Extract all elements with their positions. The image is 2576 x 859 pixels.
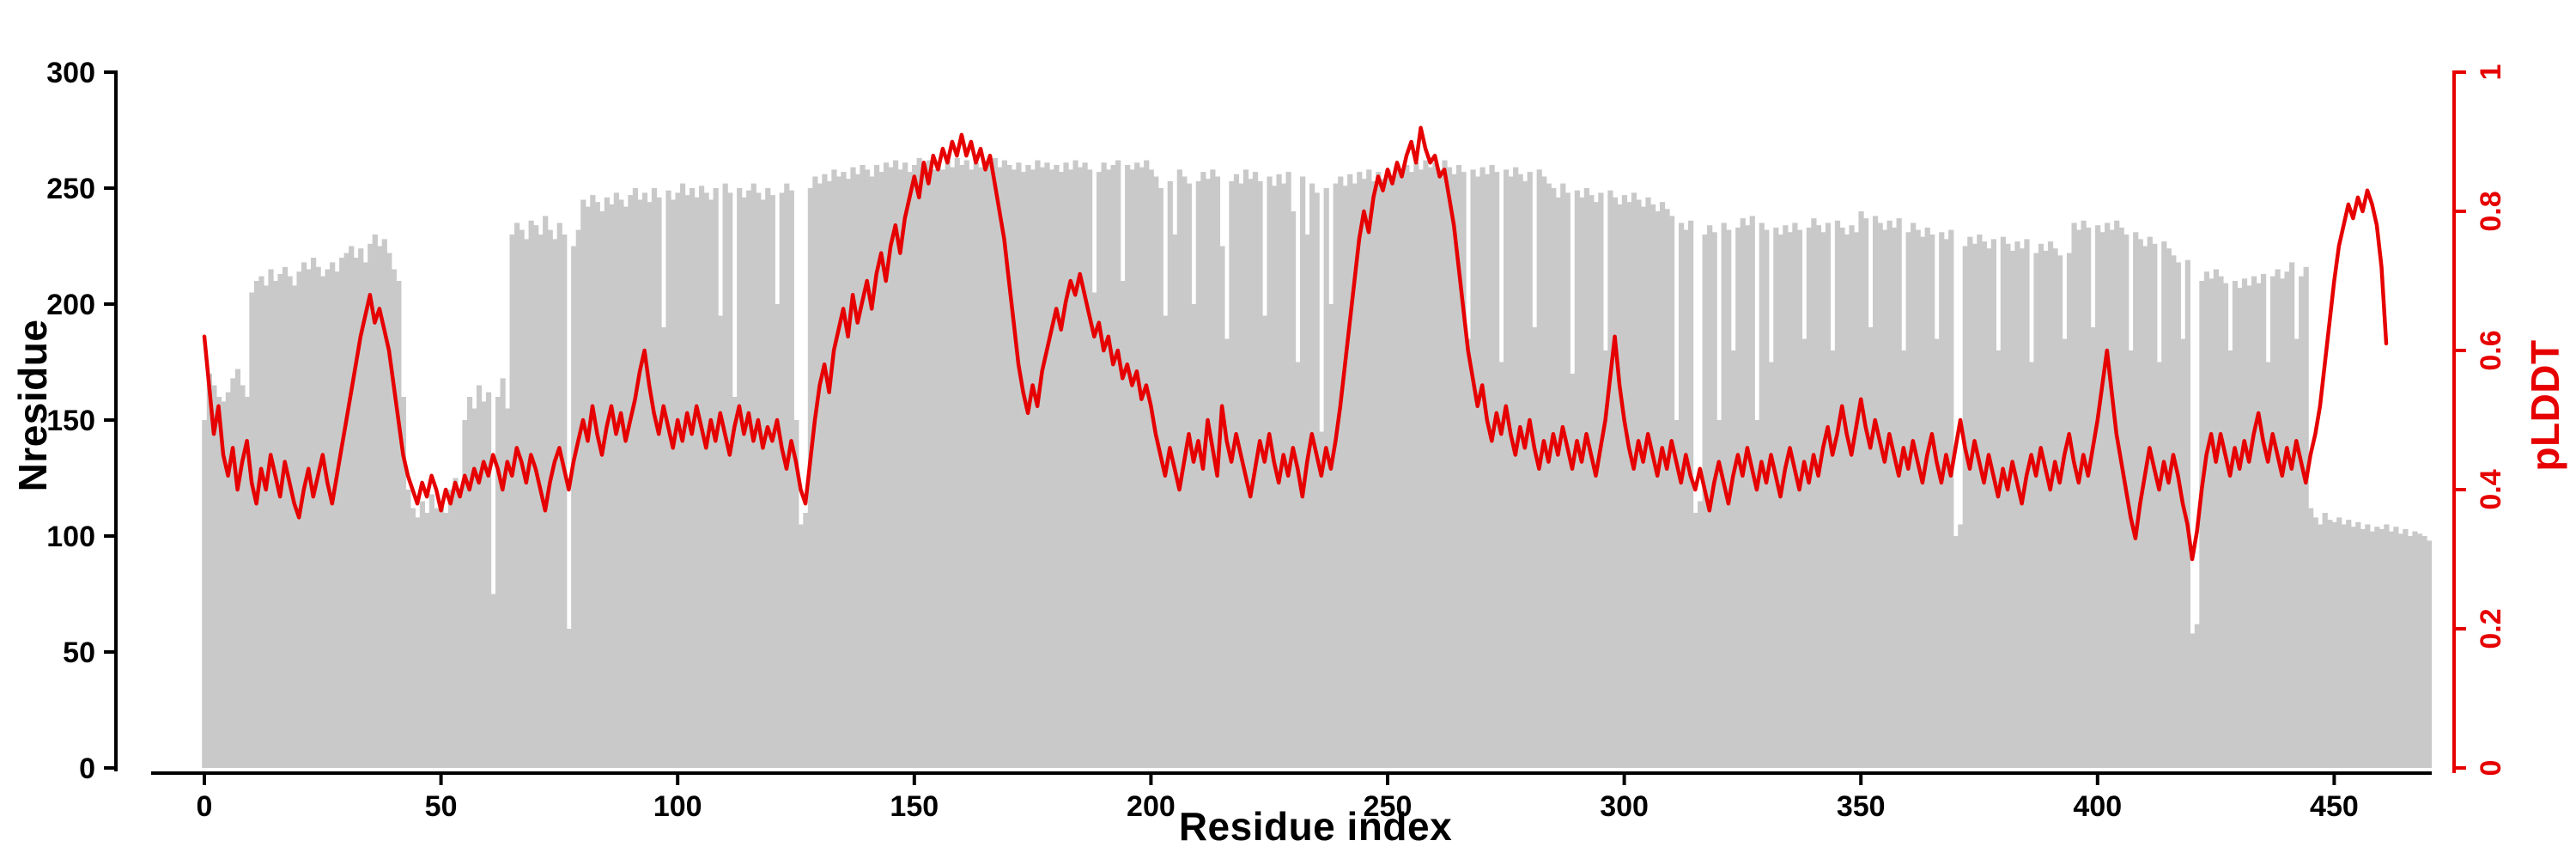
left-tick-label: 0 [79, 752, 95, 785]
x-axis-title: Residue index [1178, 804, 1453, 849]
x-tick-label: 0 [197, 790, 213, 823]
right-axis-title: pLDDT [2523, 339, 2567, 472]
x-tick-label: 200 [1127, 790, 1176, 823]
right-tick-label: 0 [2475, 760, 2507, 777]
left-tick-label: 150 [46, 405, 95, 437]
left-tick-label: 250 [46, 173, 95, 205]
x-tick-label: 300 [1600, 790, 1649, 823]
x-tick-label: 400 [2073, 790, 2122, 823]
right-tick-label: 0.6 [2475, 330, 2507, 370]
right-tick-label: 0.2 [2475, 608, 2507, 649]
x-tick-label: 450 [2310, 790, 2359, 823]
left-tick-label: 100 [46, 521, 95, 553]
right-axis: 0 0.2 0.4 0.6 0.8 1 [2452, 64, 2507, 777]
x-tick-label: 350 [1837, 790, 1886, 823]
left-tick-label: 300 [46, 57, 95, 89]
left-tick-label: 200 [46, 289, 95, 321]
bottom-axis: 0 50 100 150 200 250 300 350 400 450 [151, 771, 2432, 823]
x-tick-label: 150 [890, 790, 939, 823]
nresidue-bars [202, 157, 2433, 769]
x-tick-label: 250 [1364, 790, 1413, 823]
x-tick-label: 50 [425, 790, 458, 823]
right-tick-label: 1 [2475, 64, 2507, 81]
x-tick-label: 100 [653, 790, 702, 823]
left-axis: 0 50 100 150 200 250 300 [46, 57, 118, 785]
plddt-line [202, 125, 2389, 562]
right-tick-label: 0.8 [2475, 191, 2507, 231]
left-tick-label: 50 [63, 637, 95, 669]
left-axis-title: Nresidue [10, 319, 55, 492]
right-tick-label: 0.4 [2475, 469, 2507, 509]
